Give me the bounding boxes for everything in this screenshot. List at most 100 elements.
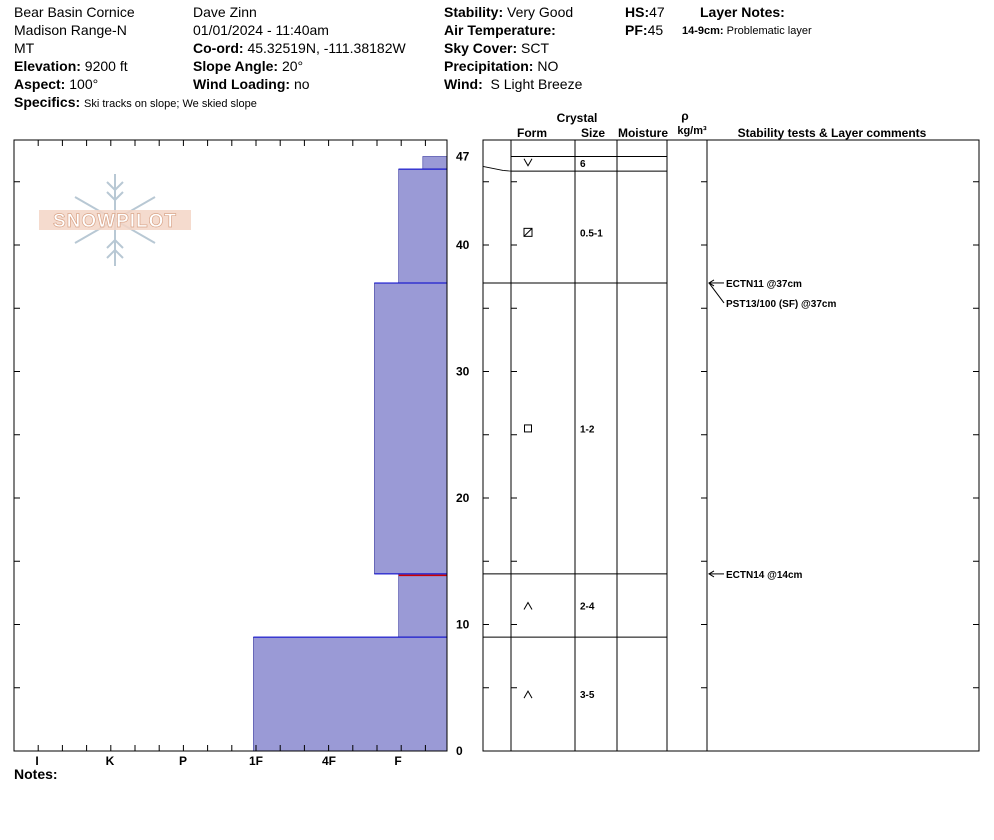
hs-label: HS:	[625, 4, 650, 20]
layer-connector	[482, 166, 512, 172]
hardness-graph: I K P 1F 4F F	[13, 139, 448, 768]
precipitation: Precipitation: NO	[444, 57, 558, 75]
pf-value: 45	[647, 22, 664, 38]
wind-loading-label: Wind Loading:	[193, 76, 291, 92]
sky-cover: Sky Cover: SCT	[444, 39, 549, 57]
specifics-value: Ski tracks on slope; We skied slope	[84, 98, 257, 110]
snowpilot-logo-text: SNOWPILOT	[53, 211, 177, 232]
depth-tick-label: 40	[456, 238, 470, 252]
hardness-tick-label: 1F	[249, 754, 263, 768]
coord-label: Co-ord:	[193, 40, 244, 56]
hardness-tick-label: K	[106, 754, 115, 768]
layer-table: 0 10 20 30 40 47 6 0.5-1 1-2 2-4 3-5 ECTN11 @37cm PS…	[456, 139, 980, 758]
crystal-form-precipitation-particles	[523, 158, 533, 167]
coord-value: 45.32519N, -111.38182W	[247, 40, 406, 56]
elevation-label: Elevation:	[14, 58, 81, 74]
crystal-size-label: 6	[580, 159, 586, 170]
specifics-label: Specifics:	[14, 94, 81, 110]
size-header: Size	[581, 126, 605, 140]
crystal-form-faceted-crystals	[524, 424, 532, 433]
hardness-bar-3	[398, 573, 448, 638]
hardness-bar-4	[253, 636, 448, 752]
wind-label: Wind:	[444, 76, 483, 92]
hardness-bar-1	[398, 168, 448, 284]
layer-note-text: Problematic layer	[726, 25, 812, 37]
depth-tick-label: 0	[456, 744, 463, 758]
elevation-value: 9200 ft	[84, 58, 128, 74]
depth-hoar-glyph	[523, 601, 533, 610]
facet-glyph	[524, 424, 532, 433]
crystal-size-label: 3-5	[580, 690, 595, 701]
sky-label: Sky Cover:	[444, 40, 518, 56]
pf-label: PF:	[625, 22, 648, 38]
fragment-glyph-slash	[523, 227, 533, 237]
elevation: Elevation: 9200 ft	[14, 57, 128, 75]
hardness-tick-label: F	[394, 754, 401, 768]
depth-tick-label: 10	[456, 618, 470, 632]
location-name: Bear Basin Cornice	[14, 4, 135, 20]
layer-notes-heading: Layer Notes:	[700, 4, 785, 20]
hardness-graph-frame	[13, 139, 448, 752]
form-header: Form	[517, 126, 547, 140]
penetration-foot: PF:45	[625, 21, 663, 39]
fragment-glyph-box	[523, 227, 533, 237]
state-name: MT	[14, 40, 35, 56]
stability-arrow	[708, 282, 725, 304]
layer-table-frame	[482, 139, 980, 752]
specifics: Specifics: Ski tracks on slope; We skied…	[14, 93, 257, 113]
crystal-size-label: 1-2	[580, 424, 595, 435]
layer-note: 14-9cm: Problematic layer	[682, 22, 812, 40]
observation-datetime: 01/01/2024 - 11:40am	[193, 22, 329, 38]
snow-height: HS:47	[625, 3, 665, 21]
aspect-label: Aspect:	[14, 76, 66, 92]
crystal-size-label: 0.5-1	[580, 228, 603, 239]
depth-tick-label: 47	[456, 149, 470, 163]
hardness-tick-label: 4F	[322, 754, 336, 768]
moisture-header: Moisture	[618, 126, 668, 140]
wind-loading-value: no	[293, 76, 310, 92]
stability-test-label: PST13/100 (SF) @37cm	[726, 299, 836, 310]
stability-arrowhead	[708, 570, 715, 578]
stability-label: Stability:	[444, 4, 504, 20]
crystal-form-depth-hoar	[523, 601, 533, 610]
range-name: Madison Range-N	[14, 22, 127, 38]
precip-glyph	[523, 158, 533, 167]
crystal-form-decomposing-fragments	[523, 227, 533, 237]
observer-name: Dave Zinn	[193, 4, 257, 20]
stability-test-label: ECTN11 @37cm	[726, 279, 802, 290]
hs-value: 47	[649, 4, 665, 20]
slope-label: Slope Angle:	[193, 58, 279, 74]
aspect: Aspect: 100°	[14, 75, 98, 93]
hardness-tick-label: P	[179, 754, 187, 768]
stability: Stability: Very Good	[444, 3, 573, 21]
comments-header: Stability tests & Layer comments	[738, 126, 927, 140]
wind: Wind: S Light Breeze	[444, 75, 582, 93]
density-unit-header: kg/m³	[677, 125, 707, 137]
rho-header: ρ	[681, 109, 688, 123]
crystal-size-label: 2-4	[580, 602, 595, 613]
wind-value: S Light Breeze	[490, 76, 583, 92]
slope-value: 20°	[281, 58, 304, 74]
air-temp-label: Air Temperature:	[444, 22, 556, 38]
precip-value: NO	[537, 58, 559, 74]
depth-tick-label: 30	[456, 365, 470, 379]
hardness-bar-2	[374, 282, 448, 575]
hardness-tick-label: I	[35, 754, 38, 768]
sky-value: SCT	[521, 40, 550, 56]
air-temperature: Air Temperature:	[444, 21, 556, 39]
stability-value: Very Good	[507, 4, 574, 20]
depth-hoar-glyph	[523, 690, 533, 699]
snowpilot-logo: SNOWPILOT	[39, 174, 191, 266]
wind-loading: Wind Loading: no	[193, 75, 310, 93]
stability-test-label: ECTN14 @14cm	[726, 570, 803, 581]
crystal-header: Crystal	[557, 111, 598, 125]
hardness-bar-0	[422, 156, 448, 170]
slope-angle: Slope Angle: 20°	[193, 57, 303, 75]
layer-note-range: 14-9cm:	[682, 25, 724, 37]
precip-label: Precipitation:	[444, 58, 534, 74]
crystal-form-depth-hoar	[523, 690, 533, 699]
notes-label: Notes:	[14, 766, 58, 782]
depth-tick-label: 20	[456, 491, 470, 505]
coordinates: Co-ord: 45.32519N, -111.38182W	[193, 39, 406, 57]
